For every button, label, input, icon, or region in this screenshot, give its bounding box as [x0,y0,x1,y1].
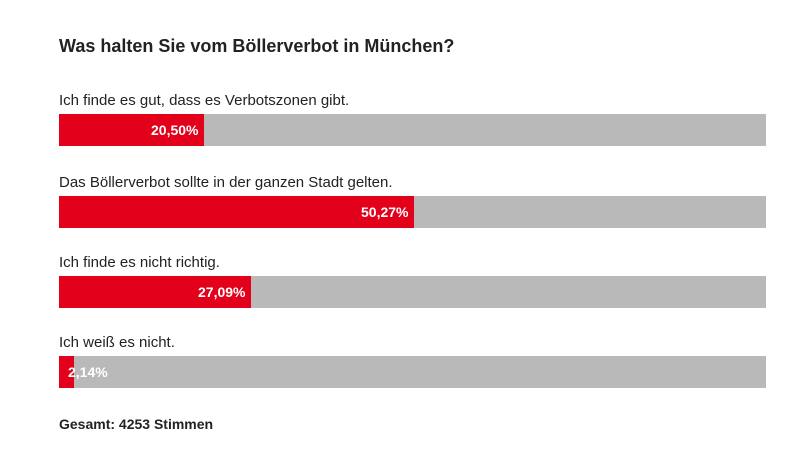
poll-total: Gesamt: 4253 Stimmen [59,416,214,432]
option-label: Das Böllerverbot sollte in der ganzen St… [59,174,393,191]
option-label: Ich finde es gut, dass es Verbotszonen g… [59,92,350,109]
bar-track: 2,14% [59,356,766,388]
bar-track: 20,50% [59,114,766,146]
bar-track: 50,27% [59,196,766,228]
poll-title: Was halten Sie vom Böllerverbot in Münch… [59,36,455,56]
bar-fill [59,276,251,308]
bar-value-label: 27,09% [198,284,246,300]
bar-fill [59,114,204,146]
option-label: Ich weiß es nicht. [59,334,175,351]
option-label: Ich finde es nicht richtig. [59,254,220,271]
bar-track: 27,09% [59,276,766,308]
bar-value-label: 2,14% [68,364,108,380]
bar-value-label: 20,50% [151,122,199,138]
bar-value-label: 50,27% [361,204,409,220]
bar-fill [59,196,414,228]
bar-fill [59,356,74,388]
